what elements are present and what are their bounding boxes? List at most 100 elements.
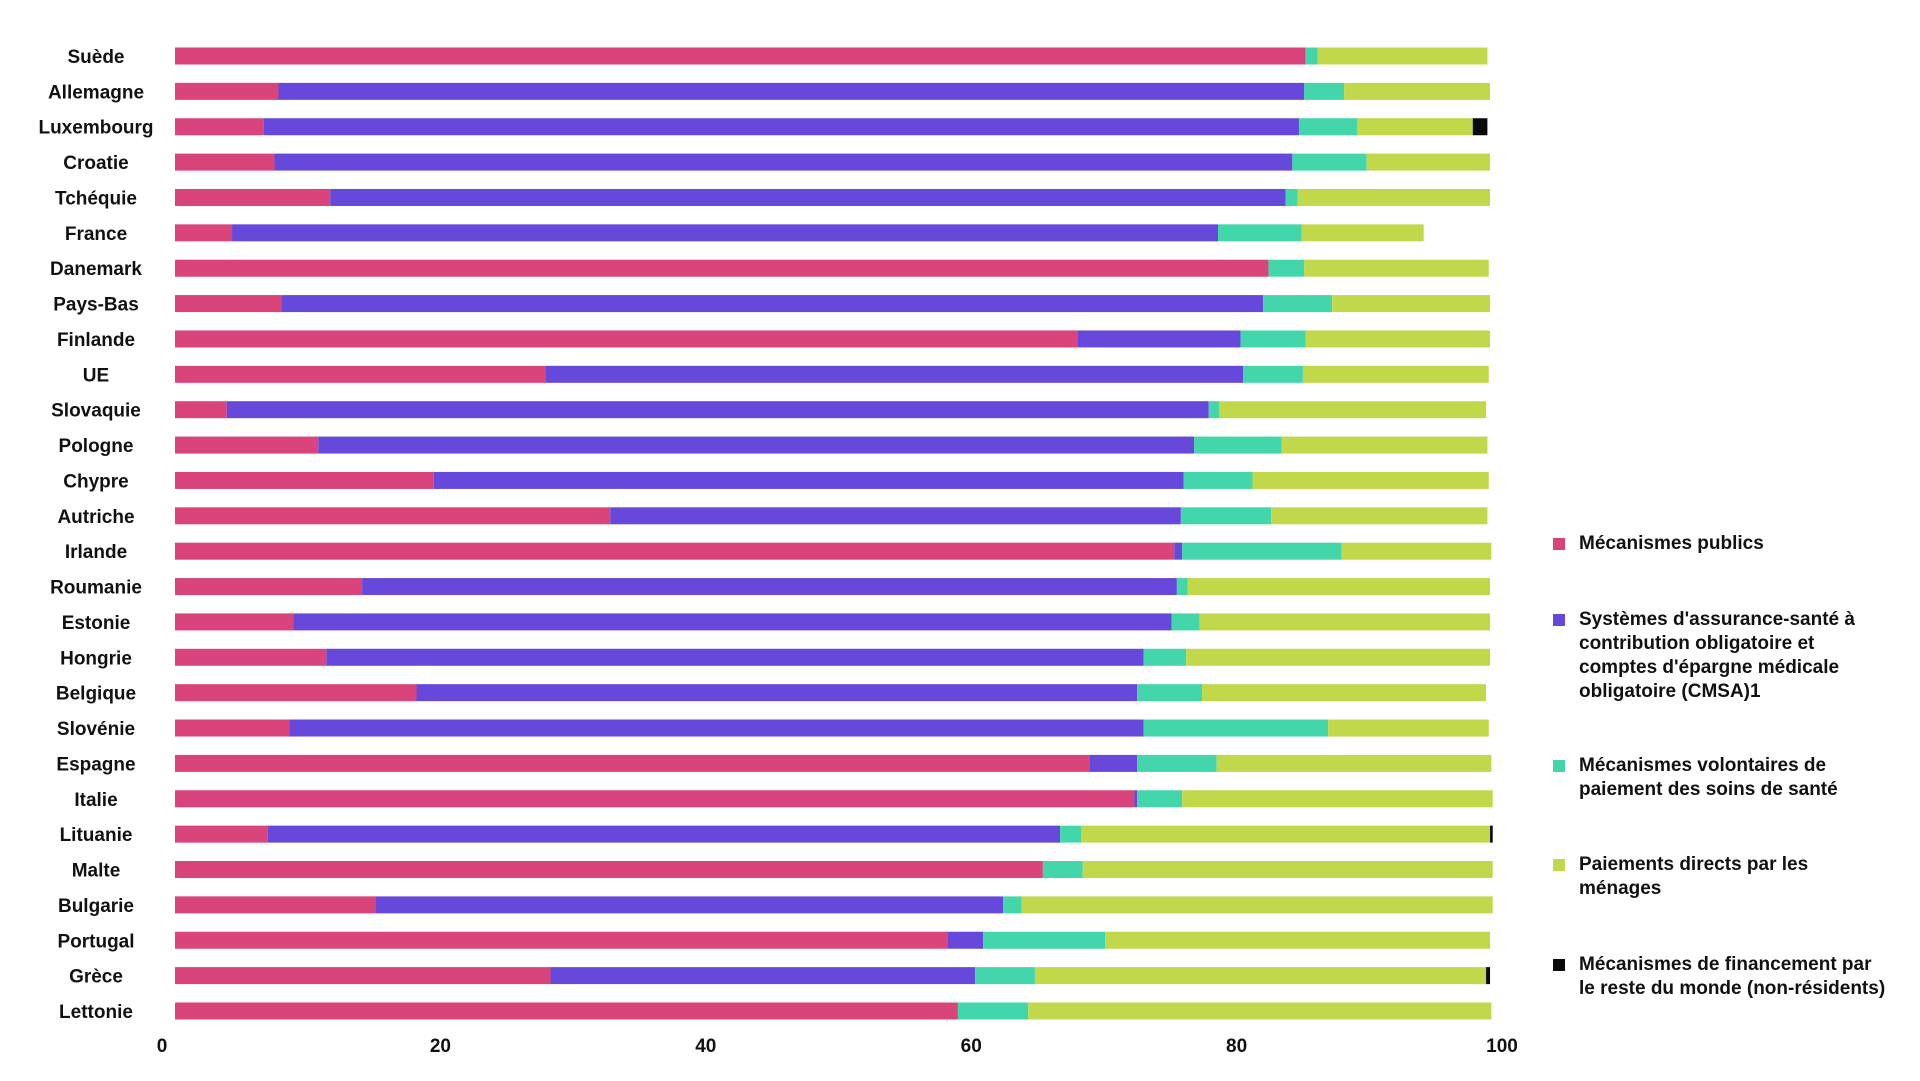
bar-segment-irlande-s1 [1174,542,1183,560]
legend-label-rest-of-world: Mécanismes de financement par le reste d… [1579,954,1886,999]
bar-segment-croatie-s3 [1366,153,1491,171]
bar-segment-pays-bas-s1 [281,295,1264,313]
legend-item-compulsory-insurance: Systèmes d'assurance-santé à contributio… [1553,608,1889,704]
category-label-slovaquie: Slovaquie [51,401,141,422]
bar-segment-pays-bas-s0 [175,295,282,313]
bar-segment-portugal-s2 [983,931,1106,949]
bar-segment-slovaquie-s2 [1208,401,1220,419]
bar-segment-irlande-s2 [1182,542,1342,560]
legend-label-out-of-pocket: Paiements directs par les ménages [1579,854,1809,899]
category-label-hongrie: Hongrie [60,648,132,669]
category-label-autriche: Autriche [57,507,134,528]
bar-segment-croatie-s2 [1292,153,1367,171]
category-label-france: France [65,224,127,245]
category-label-chypre: Chypre [63,471,128,492]
legend-item-voluntary: Mécanismes volontaires de paiement des s… [1553,754,1879,802]
x-tick-label-40: 40 [695,1036,716,1057]
category-label-croatie: Croatie [63,153,128,174]
bar-group [175,47,1493,1020]
category-label-suede: Suède [67,47,124,68]
legend-swatch-voluntary [1553,760,1565,772]
category-label-allemagne: Allemagne [48,82,144,103]
bar-segment-lituanie-s1 [267,825,1061,843]
legend-label-voluntary: Mécanismes volontaires de paiement des s… [1579,755,1838,800]
bar-segment-pologne-s3 [1281,436,1488,454]
bar-segment-finlande-s1 [1077,330,1241,348]
bar-segment-hongrie-s1 [326,648,1144,666]
bar-segment-allemagne-s3 [1344,82,1491,100]
bar-segment-roumanie-s0 [175,578,363,596]
bar-segment-autriche-s0 [175,507,611,525]
bar-segment-autriche-s3 [1271,507,1488,525]
bar-segment-estonie-s0 [175,613,294,631]
bar-segment-italie-s2 [1137,790,1183,808]
bar-segment-belgique-s1 [416,684,1138,702]
bar-segment-estonie-s1 [293,613,1172,631]
bar-segment-grece-s4 [1486,967,1491,985]
x-tick-label-20: 20 [430,1036,451,1057]
bar-segment-luxembourg-s2 [1298,118,1358,136]
bar-segment-allemagne-s1 [278,82,1305,100]
bar-segment-slovenie-s3 [1328,719,1489,737]
bar-segment-hongrie-s3 [1186,648,1491,666]
bar-segment-allemagne-s2 [1304,82,1345,100]
bar-segment-suede-s2 [1305,47,1318,65]
legend-item-out-of-pocket: Paiements directs par les ménages [1553,853,1809,901]
x-tick-label-0: 0 [157,1036,168,1057]
bar-segment-pays-bas-s3 [1332,295,1491,313]
bar-segment-estonie-s3 [1199,613,1491,631]
bar-segment-finlande-s3 [1305,330,1491,348]
category-label-luxembourg: Luxembourg [38,118,153,139]
legend-item-public: Mécanismes publics [1553,532,1889,556]
bar-segment-slovenie-s0 [175,719,290,737]
category-label-espagne: Espagne [56,754,135,775]
bar-segment-irlande-s0 [175,542,1175,560]
bar-segment-bulgarie-s3 [1021,896,1493,914]
bar-segment-portugal-s3 [1105,931,1491,949]
bar-segment-france-s1 [232,224,1219,242]
legend-swatch-rest-of-world [1553,959,1565,971]
bar-segment-slovenie-s2 [1143,719,1329,737]
category-label-slovenie: Slovénie [57,719,135,740]
bar-segment-autriche-s1 [610,507,1181,525]
category-labels: Suède Allemagne Luxembourg Croatie Tchéquie F… [38,47,153,1023]
bar-segment-france-s0 [175,224,233,242]
bar-segment-ue-s3 [1302,365,1489,383]
bar-segment-danemark-s3 [1304,259,1489,277]
x-axis-ticks: 0 20 40 60 80 100 [157,1036,1518,1057]
bar-segment-danemark-s0 [175,259,1269,277]
category-label-malte: Malte [72,861,121,882]
category-label-irlande: Irlande [65,542,127,563]
bar-segment-lituanie-s0 [175,825,268,843]
bar-segment-finlande-s2 [1240,330,1306,348]
bar-segment-belgique-s0 [175,684,417,702]
bar-segment-france-s3 [1301,224,1424,242]
bar-segment-roumanie-s3 [1187,578,1491,596]
bar-segment-malte-s3 [1082,861,1493,879]
category-label-grece: Grèce [69,967,123,988]
bar-segment-grece-s0 [175,967,551,985]
category-label-danemark: Danemark [50,259,142,280]
bar-segment-grece-s2 [975,967,1035,985]
bar-segment-malte-s0 [175,861,1043,879]
bar-segment-chypre-s3 [1252,471,1489,489]
bar-segment-estonie-s2 [1171,613,1200,631]
bar-segment-hongrie-s2 [1143,648,1187,666]
bar-segment-grece-s3 [1034,967,1487,985]
bar-segment-bulgarie-s2 [1003,896,1022,914]
bar-segment-espagne-s0 [175,754,1090,772]
stacked-bar-chart: Suède Allemagne Luxembourg Croatie Tchéquie F… [38,47,1518,1057]
bar-segment-irlande-s3 [1341,542,1492,560]
bar-segment-autriche-s2 [1180,507,1272,525]
category-label-pays-bas: Pays-Bas [53,295,139,316]
bar-segment-croatie-s0 [175,153,275,171]
bar-segment-lettonie-s0 [175,1002,958,1020]
category-label-ue: UE [83,365,109,386]
bar-segment-slovaquie-s1 [226,401,1209,419]
bar-segment-roumanie-s2 [1176,578,1188,596]
category-label-finlande: Finlande [57,330,135,351]
bar-segment-lettonie-s3 [1028,1002,1492,1020]
bar-segment-slovaquie-s0 [175,401,227,419]
bar-segment-slovenie-s1 [289,719,1144,737]
bar-segment-allemagne-s0 [175,82,279,100]
